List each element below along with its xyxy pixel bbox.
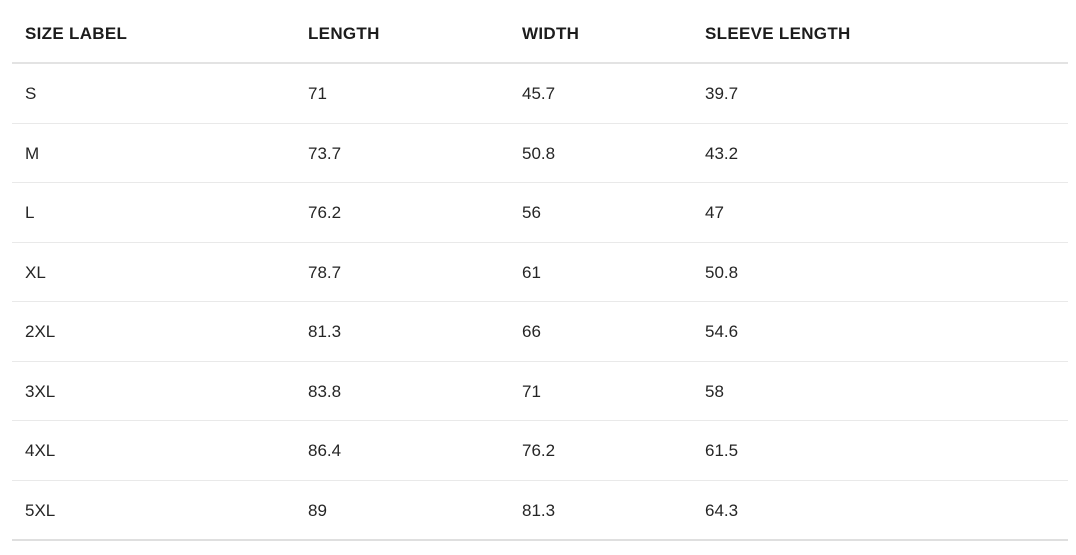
table-row: L 76.2 56 47 — [12, 182, 1068, 243]
header-row: SIZE LABEL LENGTH WIDTH SLEEVE LENGTH — [12, 0, 1068, 64]
length-cell: 86.4 — [295, 420, 509, 481]
length-cell: 76.2 — [295, 182, 509, 243]
width-cell: 76.2 — [509, 420, 692, 481]
width-cell: 50.8 — [509, 123, 692, 183]
width-cell: 81.3 — [509, 480, 692, 541]
size-label-cell: M — [12, 123, 295, 183]
size-label-cell: L — [12, 182, 295, 243]
length-cell: 89 — [295, 480, 509, 541]
size-label-cell: XL — [12, 242, 295, 302]
sleeve-length-cell: 54.6 — [692, 301, 1068, 362]
size-label-cell: 2XL — [12, 301, 295, 362]
sleeve-length-cell: 50.8 — [692, 242, 1068, 302]
sleeve-length-column-header: SLEEVE LENGTH — [692, 0, 1068, 64]
table-row: 5XL 89 81.3 64.3 — [12, 480, 1068, 541]
size-label-cell: 3XL — [12, 361, 295, 421]
width-cell: 56 — [509, 182, 692, 243]
sleeve-length-cell: 39.7 — [692, 63, 1068, 124]
table-row: 3XL 83.8 71 58 — [12, 361, 1068, 421]
length-cell: 71 — [295, 63, 509, 124]
sleeve-length-cell: 61.5 — [692, 420, 1068, 481]
length-cell: 83.8 — [295, 361, 509, 421]
table-row: 2XL 81.3 66 54.6 — [12, 301, 1068, 362]
table-row: S 71 45.7 39.7 — [12, 63, 1068, 124]
size-label-cell: 4XL — [12, 420, 295, 481]
size-label-column-header: SIZE LABEL — [12, 0, 295, 64]
width-cell: 66 — [509, 301, 692, 362]
size-label-cell: S — [12, 63, 295, 124]
sleeve-length-cell: 58 — [692, 361, 1068, 421]
size-label-cell: 5XL — [12, 480, 295, 541]
sleeve-length-cell: 64.3 — [692, 480, 1068, 541]
sleeve-length-cell: 43.2 — [692, 123, 1068, 183]
length-cell: 73.7 — [295, 123, 509, 183]
sleeve-length-cell: 47 — [692, 182, 1068, 243]
table-row: M 73.7 50.8 43.2 — [12, 123, 1068, 183]
width-cell: 61 — [509, 242, 692, 302]
width-column-header: WIDTH — [509, 0, 692, 64]
length-cell: 81.3 — [295, 301, 509, 362]
size-chart-table: SIZE LABEL LENGTH WIDTH SLEEVE LENGTH S … — [12, 0, 1068, 541]
length-cell: 78.7 — [295, 242, 509, 302]
width-cell: 71 — [509, 361, 692, 421]
table-row: XL 78.7 61 50.8 — [12, 242, 1068, 302]
width-cell: 45.7 — [509, 63, 692, 124]
table-row: 4XL 86.4 76.2 61.5 — [12, 420, 1068, 481]
length-column-header: LENGTH — [295, 0, 509, 64]
